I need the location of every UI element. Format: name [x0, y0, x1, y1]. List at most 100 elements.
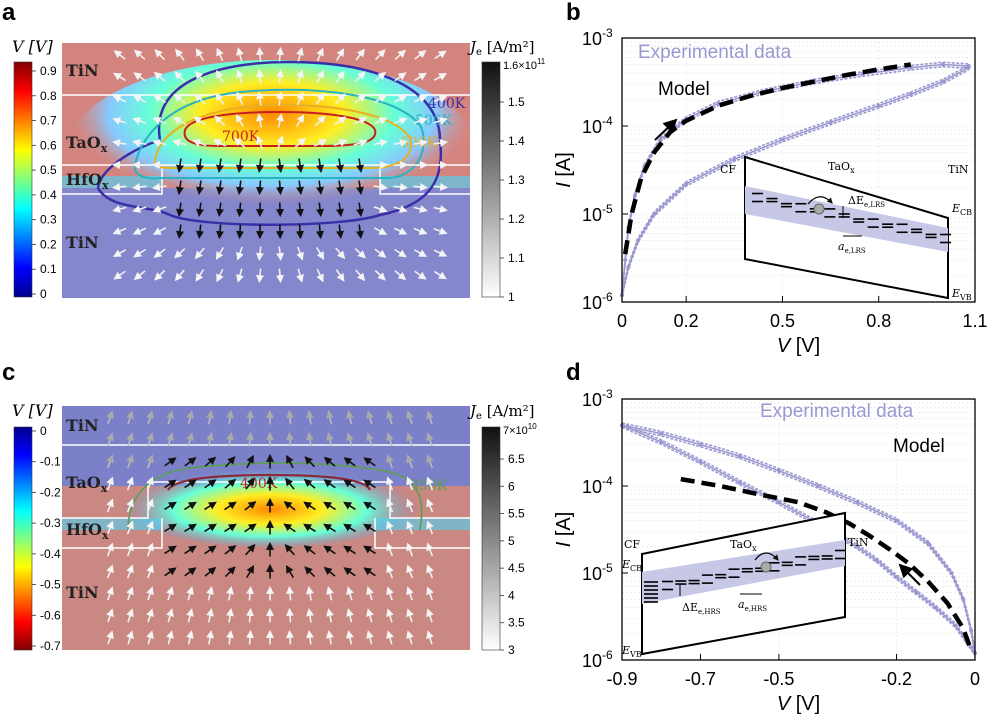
a-field-arrow — [112, 95, 127, 103]
a-field-arrow — [151, 160, 167, 169]
d-series-experimental — [621, 426, 976, 656]
a-field-arrow — [316, 224, 324, 240]
a-field-arrow — [214, 115, 226, 127]
a-field-arrow — [296, 246, 304, 261]
a-field-arrow — [315, 247, 325, 260]
a-field-arrow — [413, 95, 428, 103]
c-field-arrow — [146, 454, 154, 469]
c-field-arrow — [363, 479, 376, 489]
b-ylabel: I [A] — [553, 152, 575, 188]
a-field-arrow — [113, 50, 126, 60]
d-data-point — [969, 628, 974, 633]
a-isotherm-700 — [183, 110, 377, 147]
c-field-arrow — [106, 454, 114, 469]
c-field-arrow — [166, 586, 174, 601]
d-data-point — [949, 571, 954, 575]
a-field-arrow — [296, 268, 304, 283]
a-field-arrow — [374, 49, 386, 61]
a-field-arrow — [233, 137, 246, 148]
c-field-arrow — [246, 431, 254, 447]
c-field-arrow — [426, 476, 434, 491]
c-vbar-tick-label: -0.7 — [40, 639, 61, 653]
c-field-arrow — [226, 629, 234, 645]
a-field-arrow — [434, 270, 447, 280]
a-field-arrow — [152, 227, 167, 235]
c-field-arrow — [406, 454, 414, 469]
a-field-arrow — [153, 94, 166, 104]
c-field-arrow — [106, 432, 114, 447]
d-data-point — [874, 558, 879, 563]
c-field-arrow — [206, 410, 214, 425]
b-data-point — [652, 212, 657, 216]
a-field-arrow — [215, 92, 225, 105]
a-field-arrow — [394, 270, 407, 281]
d-data-point — [933, 605, 938, 610]
c-field-arrow — [186, 608, 194, 623]
a-field-arrow — [133, 248, 146, 258]
a-field-arrow — [276, 90, 284, 106]
c-field-arrow — [286, 585, 294, 601]
d-inset-evb: EVB — [621, 644, 642, 659]
c-field-arrow — [186, 586, 194, 601]
d-data-point — [659, 440, 664, 445]
a-field-arrow — [316, 47, 324, 62]
a-field-arrow — [276, 135, 284, 150]
a-field-arrow — [393, 139, 408, 147]
a-iso-label-500: 500K — [415, 113, 453, 129]
c-field-arrow — [343, 501, 356, 511]
a-field-arrow — [196, 202, 204, 218]
a-field-arrow — [373, 227, 388, 235]
c-field-arrow — [363, 567, 376, 577]
c-vbar-tick-label: -0.1 — [40, 455, 61, 469]
a-field-arrow — [356, 202, 364, 218]
a-field-arrow — [356, 180, 364, 196]
c-label-taox: TaOx — [66, 473, 108, 495]
c-field-arrow — [106, 476, 114, 491]
a-field-arrow — [295, 114, 305, 127]
a-field-arrow — [132, 205, 147, 213]
a-field-arrow — [373, 160, 389, 169]
b-inset-delta: ΔEe,LRS — [848, 194, 885, 209]
c-field-arrow — [366, 410, 374, 425]
c-field-arrow — [426, 454, 434, 469]
c-field-arrow — [164, 545, 177, 555]
a-field-arrow — [394, 248, 407, 258]
a-field-arrow — [294, 137, 307, 148]
a-field-arrow — [256, 246, 264, 262]
a-field-arrow — [373, 183, 389, 191]
b-data-point — [658, 137, 663, 142]
c-field-arrow — [326, 630, 334, 645]
b-data-point — [636, 238, 641, 243]
a-field-arrow — [333, 139, 348, 147]
a-field-arrow — [276, 68, 284, 84]
d-data-point — [894, 518, 899, 523]
a-field-arrow — [236, 91, 244, 106]
c-field-arrow — [146, 564, 154, 579]
b-inset-cf: CF — [720, 163, 736, 176]
c-jbar-exponent: 7×1010 — [503, 422, 537, 437]
a-field-arrow — [394, 49, 407, 60]
a-field-arrow — [256, 68, 264, 84]
c-current-arrows — [106, 409, 434, 645]
a-field-arrow — [433, 95, 448, 103]
c-field-arrow — [426, 542, 434, 557]
c-field-arrow — [406, 564, 414, 579]
a-field-arrow — [113, 72, 126, 82]
c-field-arrow — [166, 432, 174, 447]
c-field-arrow — [164, 567, 177, 577]
c-field-arrow — [326, 410, 334, 425]
a-field-arrow — [393, 183, 409, 191]
a-field-arrow — [335, 247, 346, 260]
d-legend-experimental: Experimental data — [760, 401, 914, 422]
b-data-point — [828, 120, 833, 125]
a-field-arrow — [433, 73, 448, 81]
panel-d: d 10-6 10-5 10-4 10-3 -0.9 -0.7 -0.5 -0.2 0 V [V]… — [553, 359, 980, 715]
a-j-colorbar-ticks: 1.5 1.4 1.3 1.2 1.1 1 — [500, 95, 525, 304]
c-field-arrow — [406, 410, 414, 425]
d-ytick-label: 10-3 — [582, 387, 613, 410]
d-inset-oxide: TaOx — [730, 538, 757, 553]
a-field-arrow — [354, 93, 367, 104]
a-field-arrow — [256, 113, 264, 128]
c-field-arrow — [406, 498, 414, 513]
